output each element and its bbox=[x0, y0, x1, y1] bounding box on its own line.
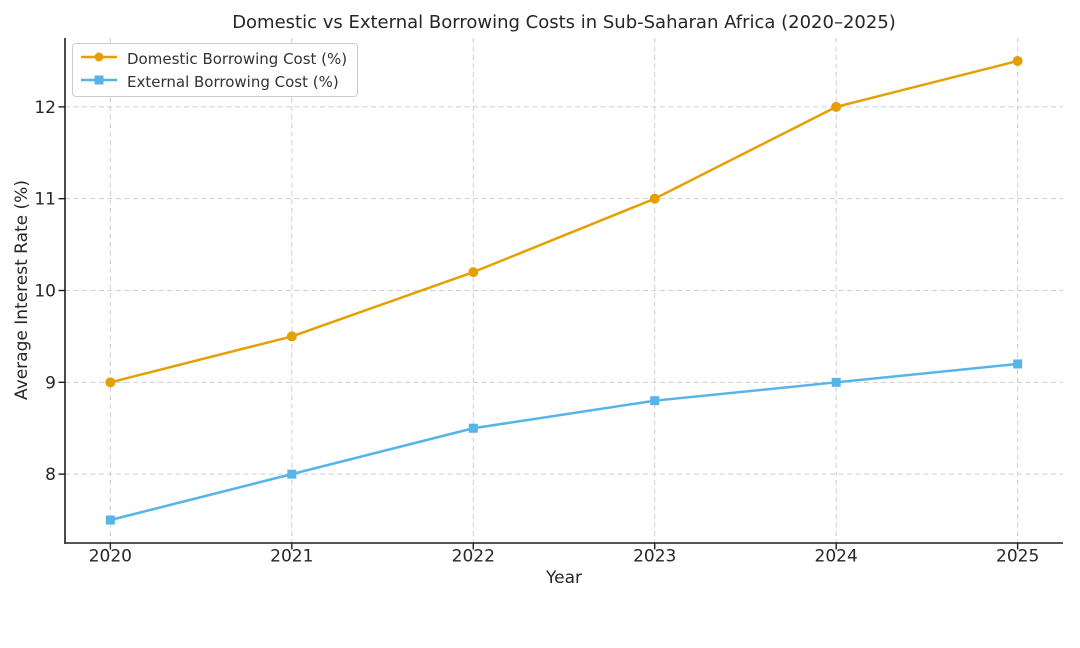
chart-title: Domestic vs External Borrowing Costs in … bbox=[232, 12, 896, 33]
series-1-marker bbox=[1013, 359, 1023, 369]
x-tick-label: 2020 bbox=[89, 547, 132, 567]
series-1-marker bbox=[287, 469, 297, 479]
legend-item-external: External Borrowing Cost (%) bbox=[80, 71, 347, 92]
series-1-marker bbox=[468, 423, 478, 433]
series-1-marker bbox=[831, 377, 841, 387]
legend-item-domestic: Domestic Borrowing Cost (%) bbox=[80, 48, 347, 69]
series-0-marker bbox=[286, 331, 297, 342]
x-tick-label: 2023 bbox=[633, 547, 676, 567]
legend-label-domestic: Domestic Borrowing Cost (%) bbox=[127, 49, 348, 68]
series-0-marker bbox=[105, 377, 116, 388]
y-axis-label: Average Interest Rate (%) bbox=[12, 180, 32, 400]
series-1-marker bbox=[650, 396, 660, 406]
y-tick-label: 8 bbox=[45, 465, 56, 485]
series-1-marker bbox=[105, 515, 115, 525]
x-axis-label: Year bbox=[545, 568, 582, 588]
series-0-marker bbox=[831, 101, 842, 112]
y-tick-label: 11 bbox=[34, 190, 56, 210]
x-tick-label: 2025 bbox=[996, 547, 1039, 567]
y-tick-label: 9 bbox=[45, 373, 56, 393]
grid-layer bbox=[65, 38, 1063, 543]
series-0-line bbox=[110, 59, 1018, 384]
axis-layer: 2020 2021 2022 2023 2024 2025 8 9 10 11 12 bbox=[34, 38, 1063, 567]
domestic-series-line-icon bbox=[80, 49, 118, 68]
x-tick-label: 2022 bbox=[452, 547, 495, 567]
series-layer bbox=[105, 55, 1023, 525]
external-series-line-icon bbox=[80, 72, 118, 91]
x-tick-label: 2021 bbox=[270, 547, 313, 567]
y-tick-label: 12 bbox=[34, 98, 56, 118]
series-1-line bbox=[110, 362, 1018, 522]
legend: Domestic Borrowing Cost (%) External Bor… bbox=[72, 43, 359, 97]
x-tick-label: 2024 bbox=[815, 547, 858, 567]
series-0-marker bbox=[468, 267, 479, 278]
legend-label-external: External Borrowing Cost (%) bbox=[127, 72, 339, 91]
series-0-marker bbox=[649, 193, 660, 204]
series-0-marker bbox=[1012, 55, 1023, 66]
y-tick-label: 10 bbox=[34, 282, 56, 302]
